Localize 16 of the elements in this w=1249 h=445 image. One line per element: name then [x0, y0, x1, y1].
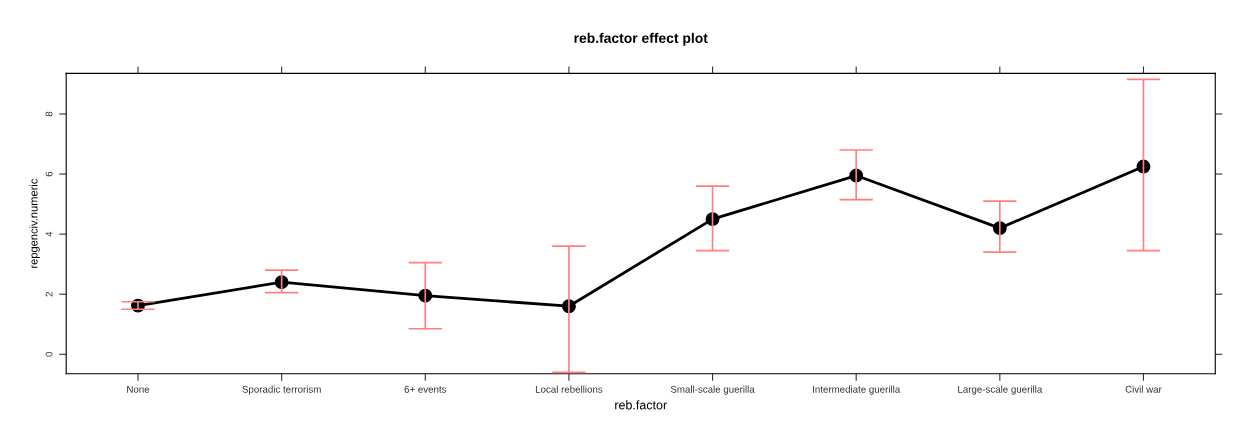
- x-axis-title: reb.factor: [615, 400, 667, 410]
- x-tick-label: Small-scale guerilla: [670, 385, 755, 395]
- x-tick-label: None: [127, 385, 150, 393]
- x-tick-label: Intermediate guerilla: [813, 385, 901, 395]
- x-tick-label: Civil war: [1125, 385, 1162, 393]
- y-axis-title: repgenciv.numeric: [29, 178, 40, 268]
- x-tick-label: Large-scale guerilla: [958, 385, 1043, 395]
- y-tick-label: 2: [45, 291, 53, 297]
- y-tick-label: 4: [45, 231, 53, 237]
- x-tick-label: Local rebellions: [535, 385, 603, 393]
- y-tick-label: 0: [45, 351, 53, 357]
- x-tick-label: Sporadic terrorism: [242, 385, 321, 395]
- chart-title: reb.factor effect plot: [574, 32, 708, 46]
- y-tick-label: 6: [45, 171, 53, 177]
- y-tick-label: 8: [45, 111, 53, 117]
- x-tick-label: 6+ events: [404, 385, 447, 393]
